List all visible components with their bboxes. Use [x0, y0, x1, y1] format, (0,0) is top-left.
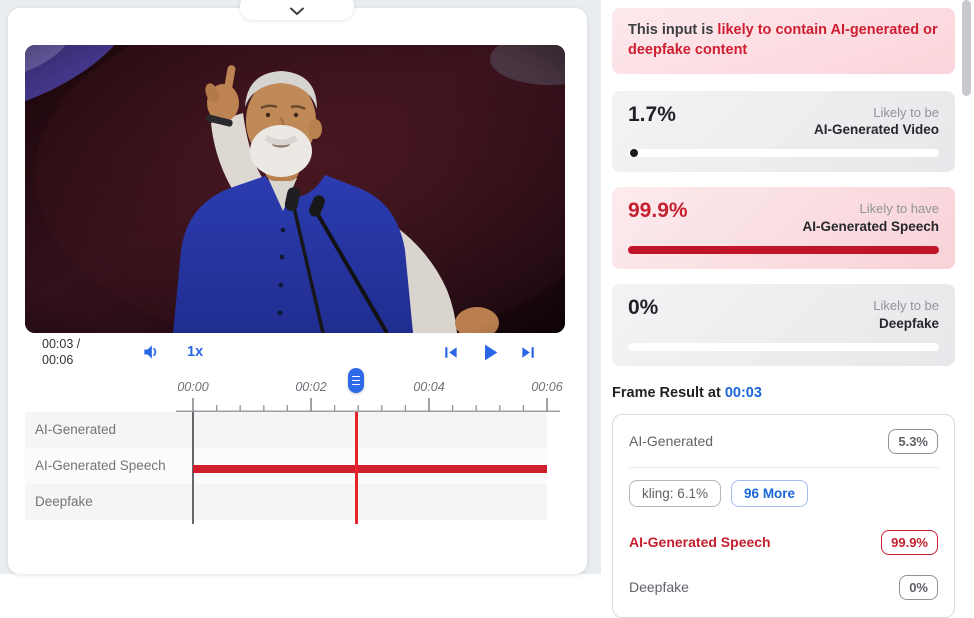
tick-label: 00:04 [413, 380, 445, 394]
model-chips: kling: 6.1% 96 More [629, 479, 938, 507]
frame-result-heading-text: Frame Result at [612, 384, 721, 401]
player-card: 00:03 / 00:06 1x [8, 8, 587, 574]
playhead-line [355, 412, 358, 524]
video-frame[interactable] [25, 45, 565, 333]
playback-speed-button[interactable]: 1x [187, 344, 204, 360]
track-row-deepfake: Deepfake [25, 484, 547, 520]
frame-row-badge: 99.9% [881, 529, 938, 555]
frame-time-link[interactable]: 00:03 [724, 384, 762, 401]
chip-more-models[interactable]: 96 More [731, 479, 809, 507]
progress-bar [628, 342, 939, 351]
frame-row-badge: 5.3% [888, 428, 938, 454]
frame-row-deepfake: Deepfake 0% [629, 574, 938, 600]
tick-label: 00:02 [295, 380, 327, 394]
stat-value: 0% [628, 296, 659, 320]
progress-bar [628, 149, 939, 158]
frame-row-label: AI-Generated [629, 433, 714, 450]
verdict-highlight: likely to contain AI-generated or deepfa… [628, 22, 938, 59]
progress-dot [630, 149, 638, 158]
tick-label: 00:06 [531, 380, 563, 394]
chip-kling: kling: 6.1% [629, 479, 722, 507]
skip-next-icon[interactable] [518, 342, 539, 363]
frame-row-ai-generated-speech: AI-Generated Speech 99.9% [629, 529, 938, 555]
skip-previous-icon[interactable] [440, 342, 461, 363]
volume-icon[interactable] [141, 342, 161, 362]
stat-value: 99.9% [628, 199, 688, 223]
frame-result-card: AI-Generated 5.3% kling: 6.1% 96 More AI… [612, 413, 955, 618]
video-controls: 00:03 / 00:06 1x [25, 333, 565, 371]
player-panel-background: 00:03 / 00:06 1x [0, 0, 601, 574]
progress-bar [628, 246, 939, 255]
transport-controls [440, 339, 565, 366]
stat-value: 1.7% [628, 102, 676, 126]
frame-result-heading: Frame Result at 00:03 [612, 385, 955, 401]
scrollbar-thumb[interactable] [962, 0, 971, 96]
stat-card-ai-generated-speech: 99.9% Likely to have AI-Generated Speech [612, 187, 955, 270]
stat-qualifier: Likely to be [873, 298, 939, 314]
time-display: 00:03 / 00:06 [25, 336, 103, 369]
video-still-speaker [25, 45, 565, 333]
stat-qualifier: Likely to have [859, 201, 940, 217]
results-panel: This input is likely to contain AI-gener… [612, 8, 955, 618]
stat-qualifier: Likely to be [873, 104, 939, 120]
divider [629, 466, 938, 468]
collapse-panel-button[interactable] [240, 0, 354, 20]
current-time: 00:03 / [42, 336, 81, 351]
total-time: 00:06 [42, 353, 74, 367]
frame-row-label: Deepfake [629, 579, 689, 596]
chevron-down-icon [290, 7, 304, 15]
speech-detection-segment-bar [193, 465, 547, 473]
progress-fill [628, 246, 939, 255]
verdict-prefix: This input is [628, 22, 718, 38]
timeline-scrubber-handle[interactable] [348, 368, 364, 393]
frame-row-badge: 0% [899, 574, 938, 600]
verdict-banner: This input is likely to contain AI-gener… [612, 8, 955, 74]
stat-label: AI-Generated Video [813, 122, 939, 138]
stat-card-ai-generated-video: 1.7% Likely to be AI-Generated Video [612, 90, 955, 173]
stat-card-deepfake: 0% Likely to be Deepfake [612, 284, 955, 366]
stat-label: AI-Generated Speech [802, 218, 939, 234]
stat-label: Deepfake [878, 315, 939, 331]
timeline-tracks: AI-Generated AI-Generated Speech Deepfak… [25, 412, 547, 520]
frame-row-ai-generated: AI-Generated 5.3% [629, 428, 938, 454]
timeline-ruler[interactable] [8, 396, 588, 412]
tick-label: 00:00 [177, 380, 209, 394]
play-icon[interactable] [476, 339, 503, 366]
frame-row-label: AI-Generated Speech [629, 534, 771, 551]
track-row-ai-generated: AI-Generated [25, 412, 547, 448]
